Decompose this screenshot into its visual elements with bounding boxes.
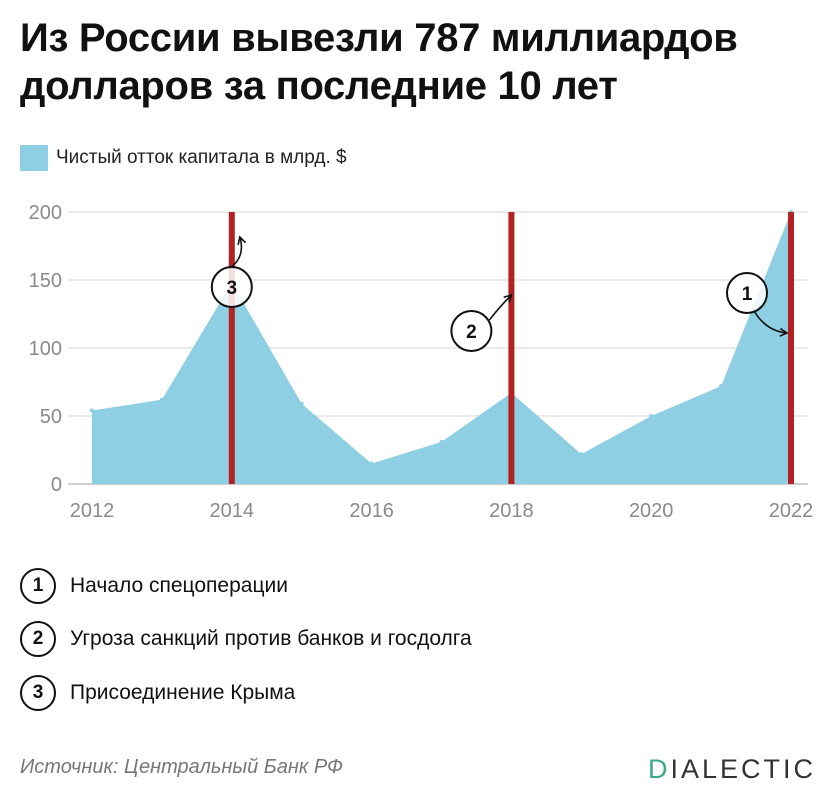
legend-swatch [20,145,48,171]
x-tick-label-2012: 2012 [70,500,115,522]
x-tick-label-2018: 2018 [489,500,534,522]
chart: 3 2 1 0 50 100 150 200 2012 2014 2016 2018 2020 2022 [29,202,814,522]
x-tick-label-2022: 2022 [769,500,814,522]
area-series-0 [92,212,791,484]
note-1: 1 Начало спецоперации [20,566,288,606]
data-point-2013 [159,397,164,402]
note-text-2: Угроза санкций против банков и госдолга [70,627,472,650]
y-tick-label-200: 200 [29,202,62,224]
marker-arrowhead-1 [779,327,789,337]
note-3: 3 Присоединение Крыма [20,673,295,713]
marker-circle-1 [726,272,768,314]
brand-logo: DIALECTIC [648,754,816,785]
data-point-2012 [90,408,94,413]
marker-label-1: 1 [742,284,753,305]
page-title: Из России вывезли 787 миллиардов долларо… [20,16,738,108]
source-note: Источник: Центральный Банк РФ [20,756,343,778]
note-2: 2 Угроза санкций против банков и госдолг… [20,619,472,659]
y-tick-label-150: 150 [29,270,62,292]
note-badge-3: 3 [20,675,56,711]
data-point-2019 [579,452,584,457]
brand-logo-rest: IALECTIC [670,754,816,784]
marker-label-2: 2 [466,322,477,343]
data-point-2015 [299,401,304,406]
note-badge-1: 1 [20,568,56,604]
marker-arrowhead-2 [503,293,513,303]
y-tick-label-100: 100 [29,338,62,360]
marker-arrow-1 [752,308,788,334]
marker-label-3: 3 [227,278,238,299]
brand-logo-first-letter: D [647,754,671,784]
data-point-2017 [439,439,444,444]
marker-arrowhead-3 [237,235,247,245]
x-tick-label-2014: 2014 [210,500,255,522]
marker-arrow-2 [488,294,512,321]
marker-circle-2 [450,310,493,352]
y-tick-label-50: 50 [40,406,62,428]
data-point-2020 [649,414,654,418]
x-tick-label-2016: 2016 [349,500,394,522]
legend-label: Чистый отток капитала в млрд. $ [56,147,347,168]
data-point-2021 [719,384,724,389]
data-point-2016 [369,461,374,466]
note-text-3: Присоединение Крыма [70,681,296,704]
marker-circle-3 [210,266,253,308]
note-badge-2: 2 [20,621,56,657]
chart-legend: Чистый отток капитала в млрд. $ [20,145,347,171]
y-tick-label-0: 0 [51,474,62,496]
x-tick-label-2020: 2020 [629,500,674,522]
note-text-1: Начало спецоперации [70,574,288,597]
